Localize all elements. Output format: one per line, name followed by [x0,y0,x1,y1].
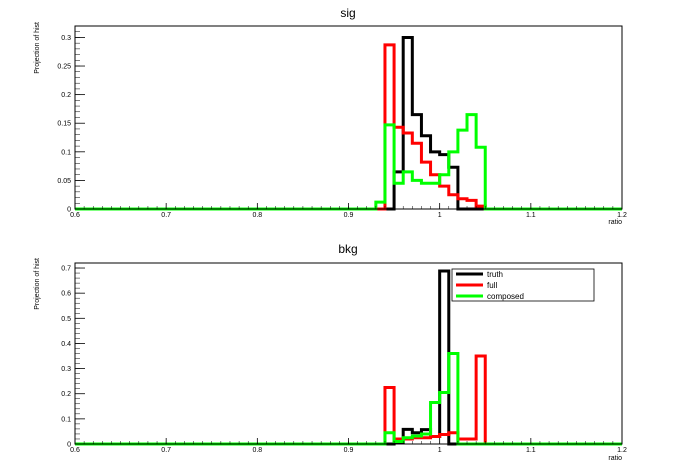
sig-y-tick-label: 0.15 [57,121,71,128]
sig-x-tick-label: 0.8 [252,212,262,219]
bkg-xlabel: ratio [608,455,622,462]
sig-xlabel: ratio [608,219,622,226]
sig-ylabel: Projection of hist [34,22,41,74]
bkg-y-tick-label: 0.1 [61,416,71,423]
bkg-y-tick-label: 0.5 [61,316,71,323]
legend-label-truth: truth [487,270,503,279]
sig-title: sig [340,6,355,20]
bkg-x-tick-label: 1.2 [617,447,627,454]
bkg-series-full [75,354,622,446]
bkg-title: bkg [338,242,357,256]
sig-x-tick-label: 1 [438,212,442,219]
bkg-x-tick-label: 0.9 [344,447,354,454]
sig-x-tick-label: 0.7 [161,212,171,219]
bkg-y-tick-label: 0.7 [61,266,71,273]
sig-y-tick-label: 0.25 [57,64,71,71]
bkg-x-tick-label: 0.6 [70,447,80,454]
bkg-x-tick-label: 0.7 [161,447,171,454]
bkg-x-tick-label: 1.1 [526,447,536,454]
bkg-ylabel: Projection of hist [34,258,41,310]
bkg-x-tick-label: 1 [438,447,442,454]
legend-label-full: full [487,281,497,290]
sig-x-tick-label: 0.6 [70,212,80,219]
sig-x-tick-label: 1.2 [617,212,627,219]
sig-x-tick-label: 0.9 [344,212,354,219]
bkg-y-tick-label: 0.2 [61,391,71,398]
bkg-y-tick-label: 0.6 [61,291,71,298]
bkg-y-tick-label: 0 [67,442,71,449]
sig-x-tick-label: 1.1 [526,212,536,219]
bkg-x-tick-label: 0.8 [252,447,262,454]
legend: truth full composed [451,268,595,302]
sig-series-full [75,43,622,211]
sig-y-tick-label: 0.1 [61,149,71,156]
sig-y-tick-label: 0 [67,207,71,214]
bkg-ticks-layer: 0.6 0.7 0.8 0.9 1 1.1 1.2 0 0.1 0.2 0.3 0.4 0.5 0.6 0.… [61,262,627,454]
bkg-y-tick-label: 0.4 [61,341,71,348]
sig-y-tick-label: 0.05 [57,178,71,185]
sig-series-composed [75,113,622,211]
sig-plot-frame [74,25,623,210]
sig-y-tick-label: 0.2 [61,92,71,99]
bkg-plot-frame [74,262,623,445]
sig-panel: sig Projection of hist ratio 0.6 0.7 0.8 0.… [34,6,627,226]
legend-label-composed: composed [487,292,524,301]
sig-y-tick-label: 0.3 [61,35,71,42]
bkg-y-tick-label: 0.3 [61,366,71,373]
bkg-panel: bkg Projection of hist ratio 0.6 0.7 0.8 0.… [34,242,627,462]
